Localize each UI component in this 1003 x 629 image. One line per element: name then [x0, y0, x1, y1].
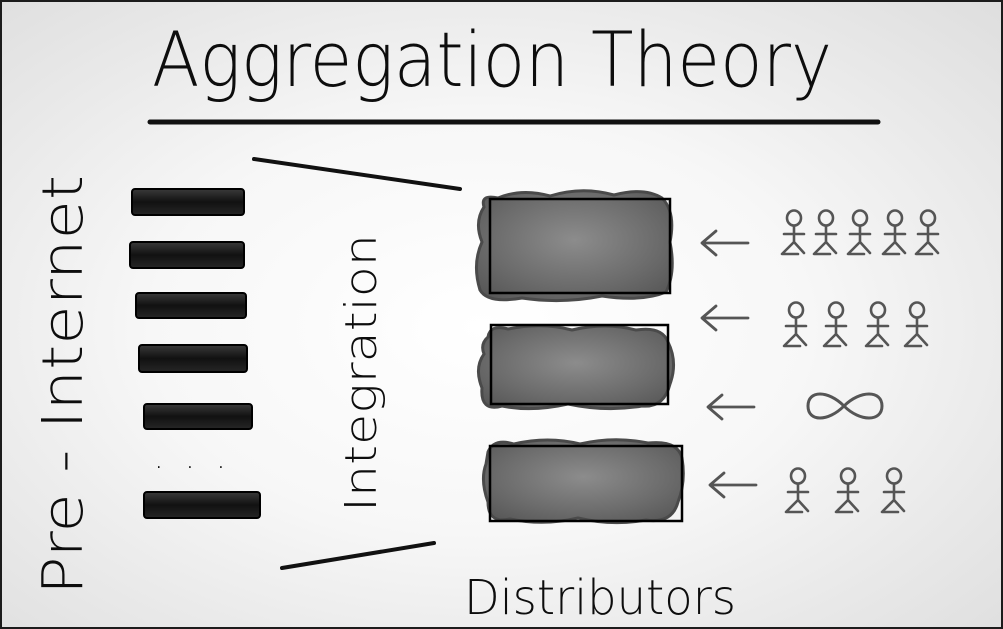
person-icon: [784, 467, 810, 514]
arrow-left-icon: [700, 304, 750, 332]
arrow-left-icon: [700, 229, 750, 257]
distributors-label: Distributors: [464, 570, 736, 626]
bar-item: [131, 188, 245, 216]
user-group: [784, 467, 906, 514]
person-icon: [846, 209, 872, 256]
bar-item: [129, 241, 245, 269]
person-icon: [834, 467, 860, 514]
pre-internet-label: Pre - Internet: [31, 175, 96, 595]
ellipsis-label: . . .: [154, 441, 232, 476]
person-icon: [812, 209, 838, 256]
arrow-left-icon: [708, 471, 758, 499]
person-icon: [864, 301, 890, 348]
person-icon: [881, 209, 907, 256]
person-icon: [782, 301, 808, 348]
bracket-line-bottom: [280, 541, 436, 570]
integration-label: Integration: [336, 234, 387, 512]
person-icon: [880, 467, 906, 514]
distributor-block: [477, 323, 675, 411]
bar-item: [143, 491, 261, 519]
bar-item: [143, 403, 253, 430]
diagram-title: Aggregation Theory: [152, 15, 832, 104]
user-group: [782, 301, 929, 348]
person-icon: [903, 301, 929, 348]
user-group: [780, 209, 940, 256]
bar-item: [135, 292, 247, 319]
person-icon: [780, 209, 806, 256]
bracket-line-top: [252, 157, 462, 191]
distributor-block: [475, 189, 674, 303]
arrow-left-icon: [706, 393, 756, 421]
bar-item: [138, 344, 248, 373]
distributor-block: [481, 438, 685, 525]
person-icon: [822, 301, 848, 348]
infinity-icon: [806, 392, 884, 420]
pre-internet-stack: . . .: [129, 188, 261, 519]
person-icon: [914, 209, 940, 256]
